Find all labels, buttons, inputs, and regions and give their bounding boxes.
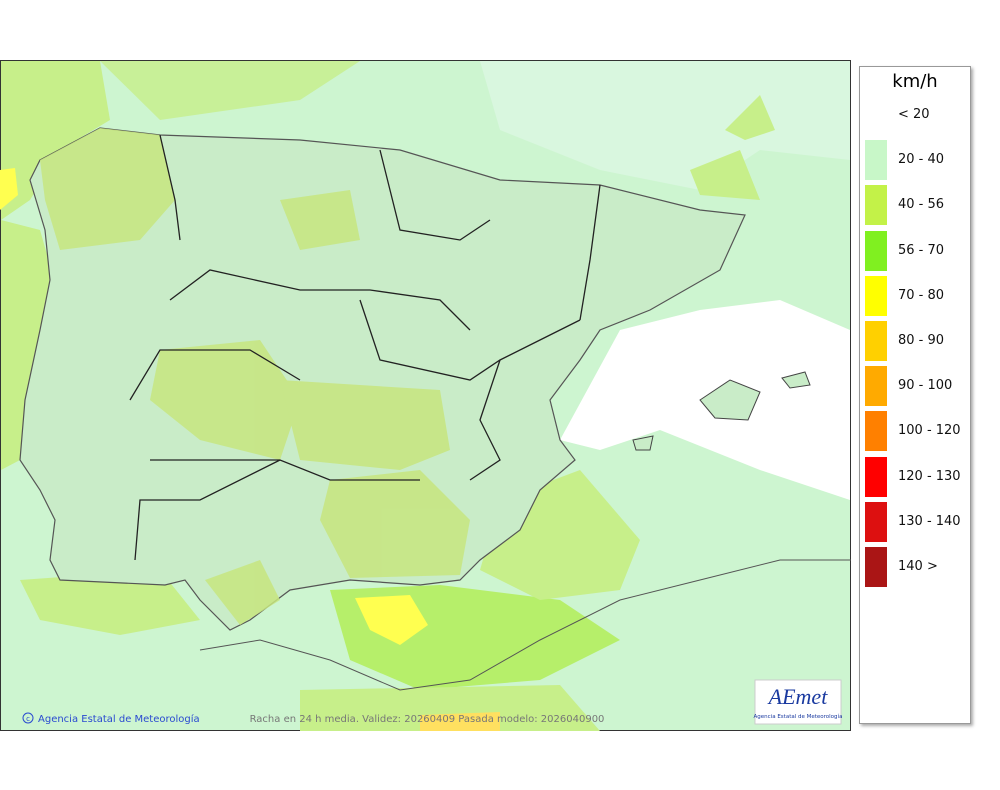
legend-item: 80 - 90 — [860, 321, 970, 361]
legend-label: 70 - 80 — [898, 287, 945, 303]
legend-item: 56 - 70 — [860, 230, 970, 271]
logo-subtitle: Agencia Estatal de Meteorología — [754, 713, 843, 720]
legend-item: 20 - 40 — [860, 140, 970, 181]
legend-swatch — [865, 456, 887, 497]
legend-item: 40 - 56 — [860, 185, 970, 226]
legend-item: 90 - 100 — [860, 366, 970, 407]
legend-label: < 20 — [898, 107, 930, 122]
legend-label: 80 - 90 — [898, 333, 945, 348]
credit: Agencia Estatal de Meteorología — [38, 713, 200, 725]
copyright-icon — [22, 712, 34, 724]
legend-item: < 20 — [860, 95, 970, 135]
legend-swatch — [865, 547, 887, 587]
legend-label: 40 - 56 — [898, 197, 945, 213]
legend-swatch — [865, 140, 887, 181]
legend-label: 130 - 140 — [898, 513, 961, 529]
legend-label: 56 - 70 — [898, 242, 945, 258]
legend-item: 130 - 140 — [860, 501, 970, 542]
legend-unit: km/h — [892, 71, 938, 92]
legend-label: 20 - 40 — [898, 152, 945, 168]
legend-item: 70 - 80 — [860, 275, 970, 316]
islands — [632, 371, 811, 451]
legend-swatch — [865, 185, 887, 226]
legend-label: 90 - 100 — [898, 378, 953, 394]
legend-swatch — [865, 321, 887, 361]
legend-swatch — [865, 230, 887, 271]
legend-swatch — [865, 366, 887, 407]
legend-label: 100 - 120 — [898, 423, 961, 439]
legend: km/h < 20 20 - 40 40 - 56 56 - 70 70 - 80 80 … — [859, 66, 971, 724]
land-wind-areas — [40, 128, 470, 625]
legend-item: 140 > — [860, 547, 970, 587]
logo-box — [754, 679, 842, 725]
legend-label: 140 > — [898, 559, 938, 574]
logo: AEmet — [767, 684, 829, 709]
region-borders — [129, 134, 601, 561]
legend-label: 120 - 130 — [898, 468, 961, 484]
wind-areas — [0, 61, 850, 731]
map: c Agencia Estatal de Meteorología Racha … — [0, 60, 851, 731]
legend-swatch — [865, 501, 887, 542]
peninsula — [19, 127, 746, 631]
copyright-c: c — [26, 715, 30, 723]
legend-item: 120 - 130 — [860, 456, 970, 497]
caption: Racha en 24 h media. Validez: 20260409 P… — [250, 714, 605, 725]
legend-item: 100 - 120 — [860, 411, 970, 452]
legend-swatch — [865, 411, 887, 452]
africa-coast — [199, 559, 851, 691]
legend-swatch — [865, 275, 887, 316]
